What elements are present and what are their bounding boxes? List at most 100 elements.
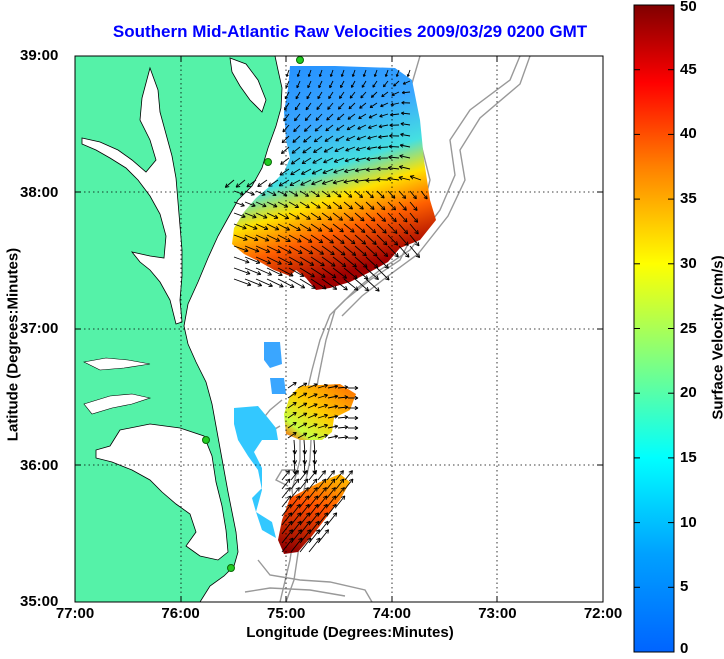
velocity-vector [307,433,318,439]
velocity-vector-head [311,181,315,185]
velocity-vector-head [349,219,354,222]
velocity-vector [378,124,389,128]
velocity-vector-head [339,230,344,233]
x-tick-label: 74:00 [372,605,411,622]
velocity-vector-head [339,204,343,209]
velocity-vector [297,392,308,399]
velocity-vector-head [334,425,339,429]
velocity-vector [268,179,279,187]
velocity-vector-head [403,231,408,235]
velocity-vector [288,201,299,208]
velocity-vector-head [354,407,359,411]
velocity-vector [299,267,315,278]
velocity-vector-head [286,487,291,490]
river-inlet [83,393,152,415]
velocity-vector-head [352,228,355,233]
velocity-vector-head [324,414,328,418]
velocity-vector-head [314,413,318,418]
velocity-vector-head [286,215,290,219]
chesapeake-bay [81,66,183,325]
velocity-vector [293,449,296,465]
velocity-vector-head [314,460,318,465]
velocity-vector [399,155,411,159]
velocity-vector [285,80,290,88]
velocity-vector-head [358,115,361,119]
velocity-vector-head [398,175,403,178]
velocity-vector [299,478,309,490]
velocity-vector [294,113,301,122]
velocity-vector [398,176,411,181]
velocity-vector-head [398,166,403,170]
velocity-vector-head [344,274,348,279]
velocity-vector-head [277,249,281,253]
velocity-vector-head [343,181,348,184]
velocity-vector-head [342,277,347,279]
velocity-vector [290,470,299,481]
velocity-vector-head [253,214,257,218]
velocity-vector [281,495,292,508]
colorbar-tick-label: 25 [680,319,697,337]
velocity-vector [266,234,280,242]
velocity-vector [233,212,246,218]
velocity-vector-head [348,207,353,210]
velocity-vector-head [294,470,299,473]
velocity-vector [327,102,334,110]
velocity-vector-head [344,396,349,400]
velocity-vector [332,201,343,210]
velocity-vector-head [301,160,305,164]
velocity-vector [291,157,301,165]
velocity-vector-head [297,520,302,524]
velocity-vector-head [330,227,334,232]
velocity-vector-head [418,253,421,258]
velocity-vector-head [366,156,370,160]
velocity-vector-head [291,149,294,154]
velocity-vector-head [370,208,375,210]
velocity-vector-head [304,487,309,490]
velocity-vector-head [300,521,302,526]
velocity-vector-head [360,231,365,233]
velocity-vector-head [380,103,383,107]
velocity-vector-head [268,182,271,187]
velocity-vector [235,179,246,188]
station-marker [296,56,304,64]
velocity-vector [313,449,316,465]
velocity-vector [287,382,297,389]
velocity-vector [244,212,257,218]
velocity-vector [326,504,337,517]
velocity-vector-head [318,204,321,209]
velocity-vector-head [300,538,303,543]
velocity-vector-head [317,512,320,517]
velocity-vector-head [365,178,370,181]
velocity-vector-head [365,180,370,183]
velocity-vector-head [295,487,300,490]
velocity-vector [244,223,258,230]
velocity-vector-head [387,178,392,182]
velocity-vector-head [344,435,349,438]
velocity-vector-head [306,478,309,484]
velocity-vector [287,402,297,409]
velocity-vector [398,212,408,223]
delaware-bay [229,57,267,113]
velocity-vector-head [246,270,251,275]
velocity-vector-head [393,194,396,199]
velocity-vector-head [333,169,337,173]
velocity-vector-head [324,383,328,386]
velocity-vector-head [318,521,320,526]
velocity-vector [343,234,356,245]
velocity-vector-head [335,512,338,517]
velocity-vector [297,422,308,429]
velocity-vector-head [331,495,336,498]
velocity-vector-head [313,487,318,490]
velocity-vector-head [362,216,365,222]
velocity-vector-head [364,289,369,292]
velocity-vector-head [416,218,419,223]
velocity-vector [332,223,344,233]
velocity-vector-head [384,266,389,269]
velocity-vector-head [390,102,394,106]
velocity-vector [233,267,251,275]
velocity-vector [288,190,299,197]
velocity-vector [317,520,329,535]
velocity-vector-head [254,251,260,253]
velocity-vector [290,168,301,176]
velocity-vector-head [396,241,399,246]
